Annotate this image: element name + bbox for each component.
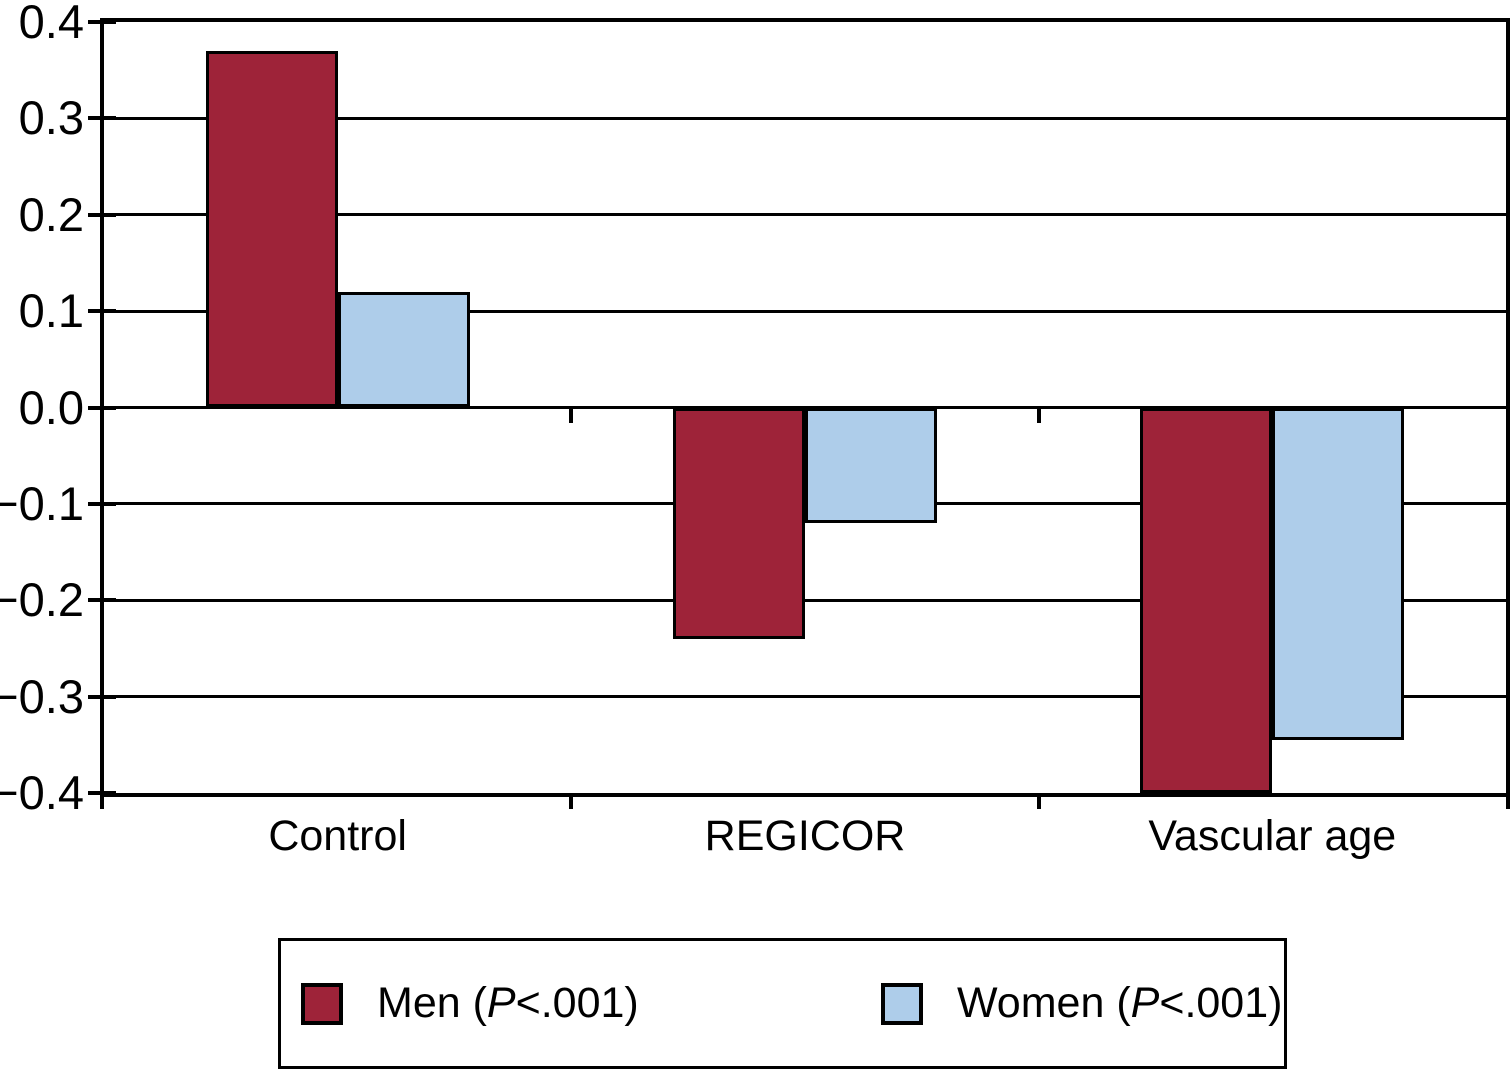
y-axis-tick: [88, 598, 116, 603]
y-axis-label: 0.0: [18, 380, 84, 434]
bar-women-regicor: [805, 407, 937, 524]
bar-men-vascular-age: [1140, 407, 1273, 793]
category-boundary-tick-bottom: [1036, 797, 1041, 809]
legend-item-women: Women (P<.001): [881, 941, 1282, 1066]
bar-women-control: [337, 291, 470, 408]
legend-item-men: Men (P<.001): [301, 941, 639, 1066]
legend-swatch-men: [301, 982, 343, 1025]
y-axis-tick: [88, 20, 116, 24]
x-axis-label-vascular-age: Vascular age: [1148, 812, 1397, 860]
y-axis-label: −0.3: [0, 669, 84, 723]
y-axis-label: 0.4: [18, 0, 84, 48]
y-axis-label: 0.3: [18, 91, 84, 145]
y-axis-tick: [88, 791, 116, 795]
legend-label-men-pre: Men (: [377, 979, 487, 1027]
legend-label-women-p: P: [1130, 979, 1160, 1027]
y-axis-tick: [88, 212, 116, 217]
category-boundary-tick-zero: [1036, 407, 1041, 423]
bar-men-control: [205, 50, 338, 408]
category-boundary-tick-zero: [569, 407, 574, 423]
bar-women-vascular-age: [1272, 407, 1405, 740]
legend-label-women-pre: Women (: [957, 979, 1131, 1027]
x-axis-label-regicor: REGICOR: [704, 812, 906, 860]
legend-label-women-post: <.001): [1159, 979, 1283, 1027]
category-boundary-tick-bottom: [569, 797, 574, 809]
y-axis-overhang: [100, 797, 104, 809]
y-axis-tick: [88, 694, 116, 699]
y-axis-label: −0.2: [0, 573, 84, 627]
legend-label-men-p: P: [486, 979, 516, 1027]
plot-area: [100, 18, 1510, 797]
bar-men-regicor: [673, 407, 805, 639]
legend-label-men: Men (P<.001): [377, 979, 639, 1028]
gridline: [104, 213, 1506, 217]
gridline: [104, 116, 1506, 120]
y-axis-label: 0.1: [18, 284, 84, 338]
gridline: [104, 309, 1506, 313]
y-axis-tick: [88, 501, 116, 506]
y-axis-label: −0.1: [0, 476, 84, 530]
y-axis-tick: [88, 405, 116, 410]
legend-box: Men (P<.001) Women (P<.001): [278, 938, 1287, 1069]
gridline: [104, 598, 1506, 602]
x-axis-label-control: Control: [268, 812, 407, 860]
y-axis-tick: [88, 116, 116, 121]
legend-label-men-post: <.001): [515, 979, 639, 1027]
gridline: [104, 695, 1506, 699]
legend-swatch-women: [881, 982, 923, 1025]
y-axis-tick: [88, 309, 116, 314]
y-axis-label: 0.2: [18, 187, 84, 241]
y-axis-label: −0.4: [0, 766, 84, 819]
legend-label-women: Women (P<.001): [957, 979, 1282, 1028]
right-border-overhang: [1506, 797, 1510, 809]
